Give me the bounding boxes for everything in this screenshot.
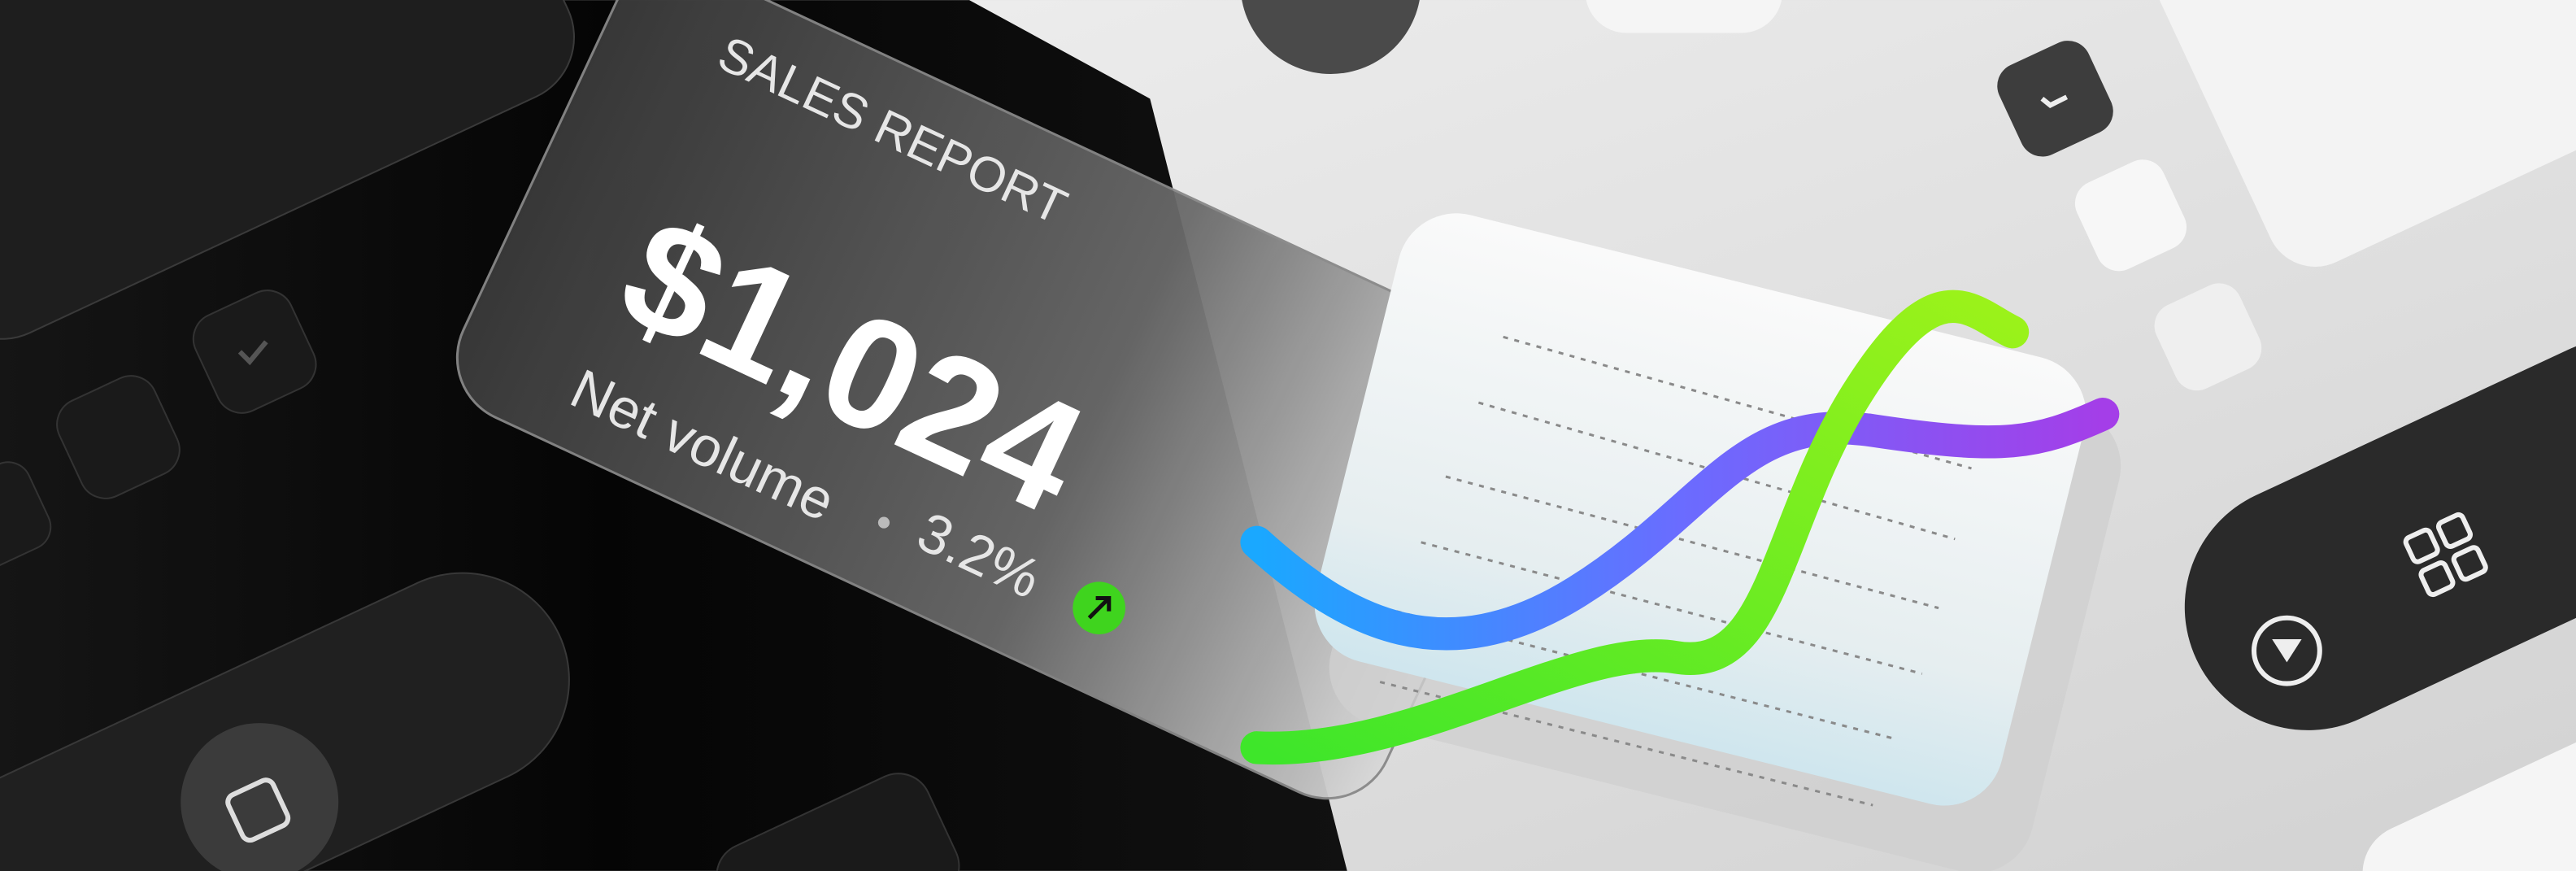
blue-curve <box>1240 398 2120 651</box>
dark-button[interactable] <box>1990 33 2121 164</box>
dark-circle <box>1242 0 1420 74</box>
dark-toolbar <box>2184 338 2576 730</box>
light-card <box>1586 0 1782 33</box>
play-button[interactable] <box>2251 615 2322 686</box>
stack-button[interactable] <box>181 723 339 871</box>
check-icon <box>237 340 268 366</box>
grid-button[interactable] <box>2403 512 2488 598</box>
check-icon <box>2040 94 2069 108</box>
square-button[interactable] <box>49 368 189 507</box>
separator-dot <box>877 516 890 529</box>
light-panel <box>2141 0 2576 267</box>
play-icon <box>2272 639 2302 663</box>
trend-arrow <box>1087 595 1112 620</box>
light-button[interactable] <box>2147 276 2269 398</box>
light-card <box>2362 726 2576 871</box>
square-button[interactable] <box>0 455 59 577</box>
dark-panel <box>0 0 576 340</box>
green-curve <box>1240 290 2030 765</box>
light-button[interactable] <box>2068 152 2195 279</box>
check-button[interactable] <box>185 282 324 422</box>
stack-icon <box>225 777 291 843</box>
